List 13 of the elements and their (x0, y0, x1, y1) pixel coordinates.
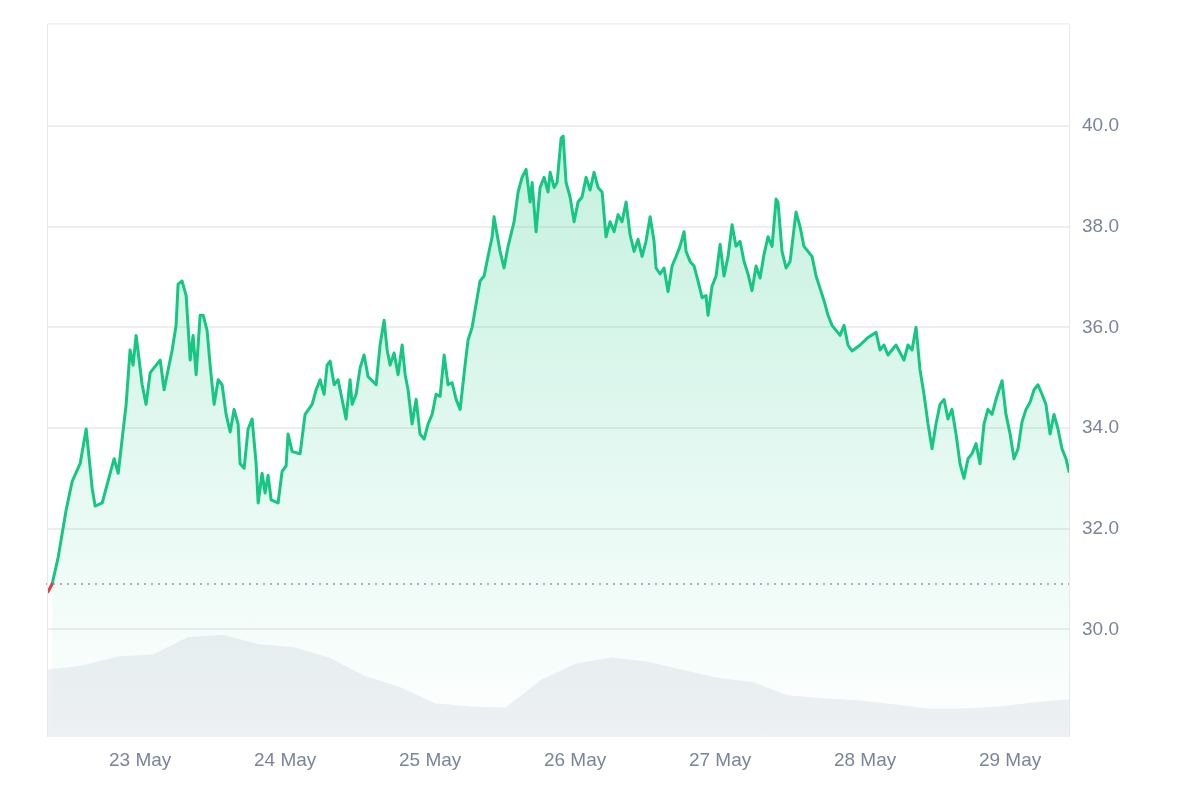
x-tick-label: 25 May (398, 748, 462, 770)
x-tick-label: 23 May (108, 748, 172, 770)
y-tick-label: 38.0 (1082, 214, 1119, 236)
x-tick-label: 24 May (253, 748, 317, 770)
y-tick-label: 30.0 (1082, 617, 1119, 639)
y-tick-label: 34.0 (1082, 416, 1119, 438)
x-tick-label: 28 May (833, 748, 897, 770)
y-tick-label: 36.0 (1082, 315, 1119, 337)
x-tick-label: 26 May (543, 748, 607, 770)
y-tick-label: 40.0 (1082, 114, 1119, 136)
x-tick-label: 29 May (978, 748, 1042, 770)
y-tick-label: 32.0 (1082, 516, 1119, 538)
x-tick-label: 27 May (688, 748, 752, 770)
